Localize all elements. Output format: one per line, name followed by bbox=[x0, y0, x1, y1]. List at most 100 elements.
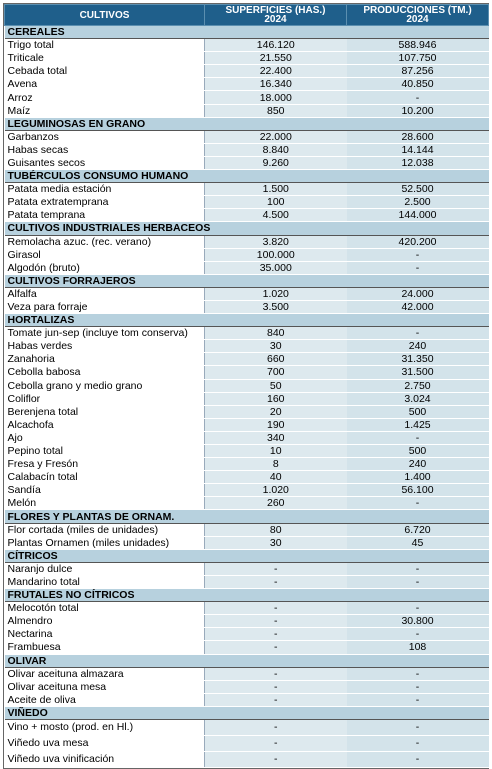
production-cell: - bbox=[346, 719, 489, 736]
section-header-row: CÍTRICOS bbox=[4, 548, 489, 563]
surface-cell: 3.820 bbox=[204, 235, 347, 249]
table-row: Zanahoria 660 31.350 bbox=[4, 352, 489, 367]
table-row: Ajo 340- bbox=[4, 431, 489, 446]
section-title: FRUTALES NO CÍTRICOS bbox=[4, 588, 489, 603]
table-row: Calabacín total 40 1.400 bbox=[4, 470, 489, 485]
table-row: Avena 16.340 40.850 bbox=[4, 77, 489, 92]
production-cell: 1.400 bbox=[346, 470, 489, 485]
section-header-row: CULTIVOS FORRAJEROS bbox=[4, 273, 489, 288]
production-cell: 500 bbox=[346, 444, 489, 459]
crop-name-cell: Olivar aceituna mesa bbox=[4, 680, 205, 694]
table-row: Patata temprana 4.500 144.000 bbox=[4, 208, 489, 223]
crop-name-cell: Melón bbox=[4, 496, 205, 511]
crop-name-cell: Cebolla babosa bbox=[4, 365, 205, 380]
section-title: FLORES Y PLANTAS DE ORNAM. bbox=[4, 509, 489, 524]
table-row: Cebolla babosa 700 31.500 bbox=[4, 365, 489, 380]
production-cell: 1.425 bbox=[346, 418, 489, 432]
surface-cell: 3.500 bbox=[204, 300, 347, 315]
surface-cell: 850 bbox=[204, 104, 347, 118]
production-cell: 2.500 bbox=[346, 195, 489, 210]
surface-cell: 20 bbox=[204, 405, 347, 419]
production-cell: 240 bbox=[346, 457, 489, 472]
table-row: Triticale 21.550 107.750 bbox=[4, 51, 489, 66]
surface-cell: 100 bbox=[204, 195, 347, 210]
header-production-label: PRODUCCIONES (TM.) bbox=[363, 5, 472, 16]
surface-cell: 1.020 bbox=[204, 483, 347, 498]
table-row: Vino + mosto (prod. en Hl.) - - bbox=[4, 719, 489, 736]
table-row: Aceite de oliva - - bbox=[4, 693, 489, 707]
table-row: Remolacha azuc. (rec. verano) 3.820 420.20… bbox=[4, 235, 489, 249]
production-cell: 24.000 bbox=[346, 287, 489, 301]
production-cell: 6.720 bbox=[346, 523, 489, 537]
table-row: Veza para forraje 3.500 42.000 bbox=[4, 300, 489, 315]
table-row: Garbanzos 22.000 28.600 bbox=[4, 130, 489, 144]
header-production: PRODUCCIONES (TM.) 2024 bbox=[346, 4, 489, 26]
crop-name-cell: Alfalfa bbox=[4, 287, 205, 301]
table-row: Olivar aceituna mesa - - bbox=[4, 680, 489, 694]
table-row: Frambuesa -108 bbox=[4, 640, 489, 655]
surface-cell: 100.000 bbox=[204, 248, 347, 262]
header-production-year: 2024 bbox=[406, 14, 429, 25]
production-cell: 28.600 bbox=[346, 130, 489, 144]
table-row: Maíz 850 10.200 bbox=[4, 104, 489, 118]
table-row: Berenjena total 20 500 bbox=[4, 405, 489, 419]
section-header-row: CEREALES bbox=[4, 24, 489, 40]
surface-cell: - bbox=[204, 627, 347, 642]
header-surface-label: SUPERFICIES (HAS.) bbox=[225, 5, 326, 16]
crop-name-cell: Berenjena total bbox=[4, 405, 205, 419]
table-row: Algodón (bruto) 35.000- bbox=[4, 261, 489, 275]
section-header-row: HORTALIZAS bbox=[4, 313, 489, 328]
crop-name-cell: Alcachofa bbox=[4, 418, 205, 432]
crop-name-cell: Mandarino total bbox=[4, 575, 205, 590]
table-row: Pepino total 10 500 bbox=[4, 444, 489, 459]
crop-name-cell: Aceite de oliva bbox=[4, 693, 205, 707]
table-row: Cebada total 22.400 87.256 bbox=[4, 64, 489, 79]
production-cell: 56.100 bbox=[346, 483, 489, 498]
section-header-row: FRUTALES NO CÍTRICOS bbox=[4, 588, 489, 603]
table-row: Girasol 100.000- bbox=[4, 248, 489, 262]
crop-name-cell: Cebolla grano y medio grano bbox=[4, 379, 205, 393]
section-title: LEGUMINOSAS EN GRANO bbox=[4, 116, 489, 131]
surface-cell: - bbox=[204, 640, 347, 655]
production-cell: - bbox=[346, 496, 489, 511]
crop-name-cell: Melocotón total bbox=[4, 601, 205, 616]
production-cell: - bbox=[346, 326, 489, 341]
production-cell: 108 bbox=[346, 640, 489, 655]
table-row: Naranjo dulce - - bbox=[4, 562, 489, 576]
crop-name-cell: Tomate jun-sep (incluye tom conserva) bbox=[4, 326, 205, 341]
section-header-row: TUBÉRCULOS CONSUMO HUMANO bbox=[4, 169, 489, 184]
crop-name-cell: Viñedo uva vinificación bbox=[4, 751, 205, 768]
header-surface-year: 2024 bbox=[264, 14, 287, 25]
section-title: OLIVAR bbox=[4, 653, 489, 668]
surface-cell: 18.000 bbox=[204, 90, 347, 105]
section-header-row: OLIVAR bbox=[4, 653, 489, 668]
crop-name-cell: Garbanzos bbox=[4, 130, 205, 144]
section-header-row: LEGUMINOSAS EN GRANO bbox=[4, 116, 489, 131]
table-row: Melón 260- bbox=[4, 496, 489, 511]
crop-name-cell: Cebada total bbox=[4, 64, 205, 79]
production-cell: - bbox=[346, 431, 489, 446]
section-title: HORTALIZAS bbox=[4, 313, 489, 328]
surface-cell: - bbox=[204, 735, 347, 752]
table-row: Patata extratemprana 100 2.500 bbox=[4, 195, 489, 210]
table-row: Fresa y Fresón 8 240 bbox=[4, 457, 489, 472]
production-cell: 588.946 bbox=[346, 38, 489, 53]
crop-name-cell: Veza para forraje bbox=[4, 300, 205, 315]
crop-name-cell: Guisantes secos bbox=[4, 156, 205, 171]
production-cell: - bbox=[346, 751, 489, 768]
surface-cell: 840 bbox=[204, 326, 347, 341]
crop-name-cell: Maíz bbox=[4, 104, 205, 118]
crop-name-cell: Calabacín total bbox=[4, 470, 205, 485]
crop-name-cell: Algodón (bruto) bbox=[4, 261, 205, 275]
surface-cell: - bbox=[204, 693, 347, 707]
surface-cell: 260 bbox=[204, 496, 347, 511]
surface-cell: 146.120 bbox=[204, 38, 347, 53]
table-row: Guisantes secos 9.260 12.038 bbox=[4, 156, 489, 171]
crop-name-cell: Triticale bbox=[4, 51, 205, 66]
surface-cell: 16.340 bbox=[204, 77, 347, 92]
section-title: TUBÉRCULOS CONSUMO HUMANO bbox=[4, 169, 489, 184]
section-header-row: VIÑEDO bbox=[4, 705, 489, 720]
crop-name-cell: Olivar aceituna almazara bbox=[4, 667, 205, 681]
surface-cell: 9.260 bbox=[204, 156, 347, 171]
section-header-row: CULTIVOS INDUSTRIALES HERBACEOS bbox=[4, 221, 489, 236]
